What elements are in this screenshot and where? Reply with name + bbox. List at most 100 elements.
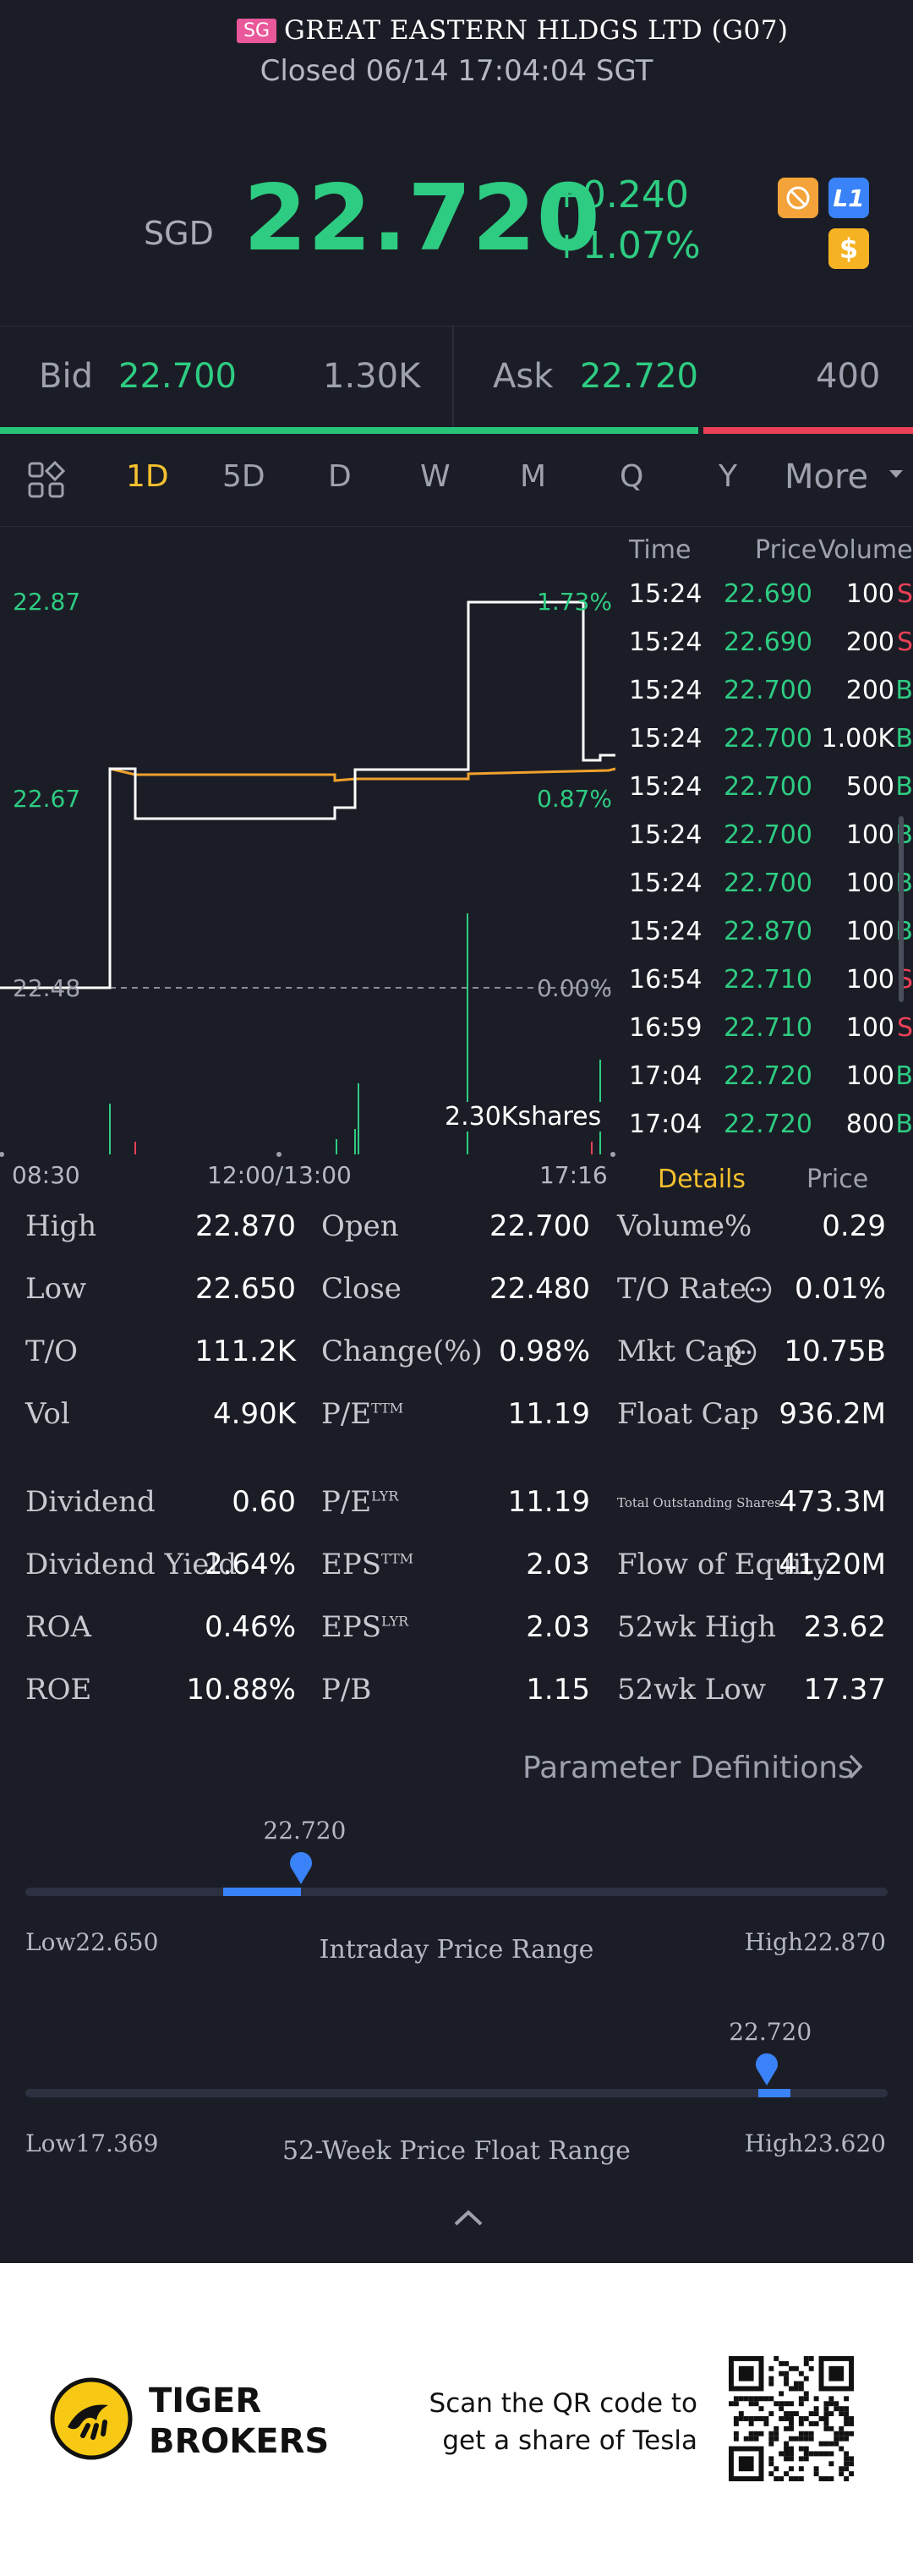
trade-volume: 100 [845,579,894,609]
stat-value: 11.19 [507,1485,590,1519]
trade-price: 22.690 [724,579,812,609]
tab-q[interactable]: Q [620,459,644,494]
range-title: Intraday Price Range [319,1935,594,1965]
trade-time: 15:24 [629,579,703,609]
range-marker-value: 22.720 [729,2018,812,2046]
period-tabs: 1D 5D D W M Q Y More [0,434,913,527]
range-marker-value: 22.720 [263,1817,347,1844]
stat-value: 936.2M [779,1397,886,1431]
price-line [0,600,615,989]
market-status: Closed 06/14 17:04:04 SGT [260,54,653,88]
trade-price: 22.700 [724,676,812,705]
header-price: Price [755,535,817,565]
stat-label: Close [321,1272,402,1306]
stat-value: 17.37 [803,1673,886,1707]
stat-value: 2.03 [526,1548,590,1581]
tab-m[interactable]: M [520,459,547,494]
promo-line2: get a share of Tesla [442,2425,697,2456]
stat-label-suffix: TTM [371,1400,404,1417]
bid-price: 22.700 [118,357,237,396]
stat-value: 473.3M [779,1485,886,1519]
week52-range: 22.720 Low17.369 52-Week Price Float Ran… [0,2011,913,2180]
chevron-down-icon[interactable] [888,468,905,484]
stat-value: 1.15 [526,1673,590,1707]
range-title: 52-Week Price Float Range [282,2136,631,2166]
stat-value: 10.75B [784,1335,886,1368]
time-and-sales[interactable]: Time Price Volume 15:24 22.690 100 S 15:24 22… [621,529,913,1194]
stat-label: 52wk Low [617,1673,766,1707]
bid-size: 1.30K [323,357,421,396]
stat-label: Total Outstanding Shares [617,1495,781,1510]
bid-label: Bid [39,357,93,396]
trade-time: 15:24 [629,676,703,705]
dollar-icon[interactable]: $ [828,228,869,269]
ask-label: Ask [493,357,554,396]
stat-value: 10.88% [186,1673,296,1707]
info-icon[interactable] [729,1338,757,1370]
trade-list: 15:24 22.690 100 S 15:24 22.690 200 S 15:24 22.70… [621,579,913,1139]
tab-d[interactable]: D [328,459,352,494]
trade-volume: 500 [845,772,894,802]
trade-volume: 100 [845,1013,894,1043]
tab-w[interactable]: W [420,459,451,494]
stat-label: Open [321,1209,399,1243]
range-low: Low22.650 [25,1928,159,1956]
x-label-close: 17:16 [539,1161,608,1189]
stat-value: 22.480 [489,1272,590,1306]
tab-y[interactable]: Y [719,459,737,494]
grid-layout-icon[interactable] [27,460,66,503]
chevron-right-icon[interactable] [847,1752,866,1784]
trade-time: 17:04 [629,1061,703,1091]
info-icon[interactable] [744,1275,773,1307]
stat-label-suffix: LYR [381,1613,409,1630]
stat-value: 23.62 [803,1610,886,1644]
tab-1d[interactable]: 1D [126,459,169,494]
parameter-definitions-link[interactable]: Parameter Definitions [522,1751,854,1785]
trade-volume: 1.00K [821,724,894,754]
brand-line2: BROKERS [149,2422,330,2461]
intraday-range: 22.720 Low22.650 Intraday Price Range Hi… [0,1810,913,1979]
tab-details[interactable]: Details [658,1165,746,1194]
stat-label-suffix: LYR [371,1488,399,1504]
header-time: Time [629,535,692,565]
trade-price: 22.710 [724,1013,812,1043]
trade-side: S [896,1013,913,1043]
promo-line1: Scan the QR code to [429,2388,697,2419]
quote-header: SG GREAT EASTERN HLDGS LTD (G07) Closed … [0,0,913,326]
y-label-high: 22.87 [13,588,81,616]
sun-icon[interactable] [778,178,818,218]
range-high: High23.620 [744,2129,886,2157]
trade-time: 17:04 [629,1110,703,1139]
trade-volume: 100 [845,917,894,946]
collapse-chevron-up-icon[interactable] [452,2207,484,2231]
stat-value: 111.2K [194,1335,296,1368]
trade-price: 22.720 [724,1110,812,1139]
tab-more[interactable]: More [785,458,869,496]
stat-label: Dividend Yield [25,1548,238,1581]
tab-5d[interactable]: 5D [222,459,265,494]
range-fill [758,2089,791,2097]
trade-side: B [895,772,913,802]
stat-value: 2.64% [204,1548,296,1581]
stat-label: High [25,1209,97,1243]
pct-label-mid: 0.87% [537,785,612,813]
trade-price: 22.690 [724,628,812,657]
tab-price[interactable]: Price [806,1165,869,1194]
trade-row: 15:24 22.700 100 B [621,820,913,869]
trade-volume: 100 [845,1061,894,1091]
trade-time: 15:24 [629,724,703,754]
trade-price: 22.710 [724,965,812,995]
level1-badge-icon[interactable]: L1 [828,178,869,218]
trade-volume: 100 [845,820,894,850]
x-label-open: 08:30 [12,1161,80,1189]
stat-value: 41.20M [779,1548,886,1581]
bid-ask-divider [452,326,454,428]
trade-list-scrollbar[interactable] [899,816,904,1002]
intraday-chart[interactable]: 22.87 22.67 22.48 1.73% 0.87% 0.00% 2.30… [0,529,621,1189]
buy-sell-ratio-bar [0,427,913,434]
pct-label-high: 1.73% [537,588,612,616]
buy-ratio-fill [0,427,699,434]
trade-side: B [895,676,913,705]
pct-label-zero: 0.00% [537,974,612,1002]
trade-row: 15:24 22.700 200 B [621,676,913,724]
